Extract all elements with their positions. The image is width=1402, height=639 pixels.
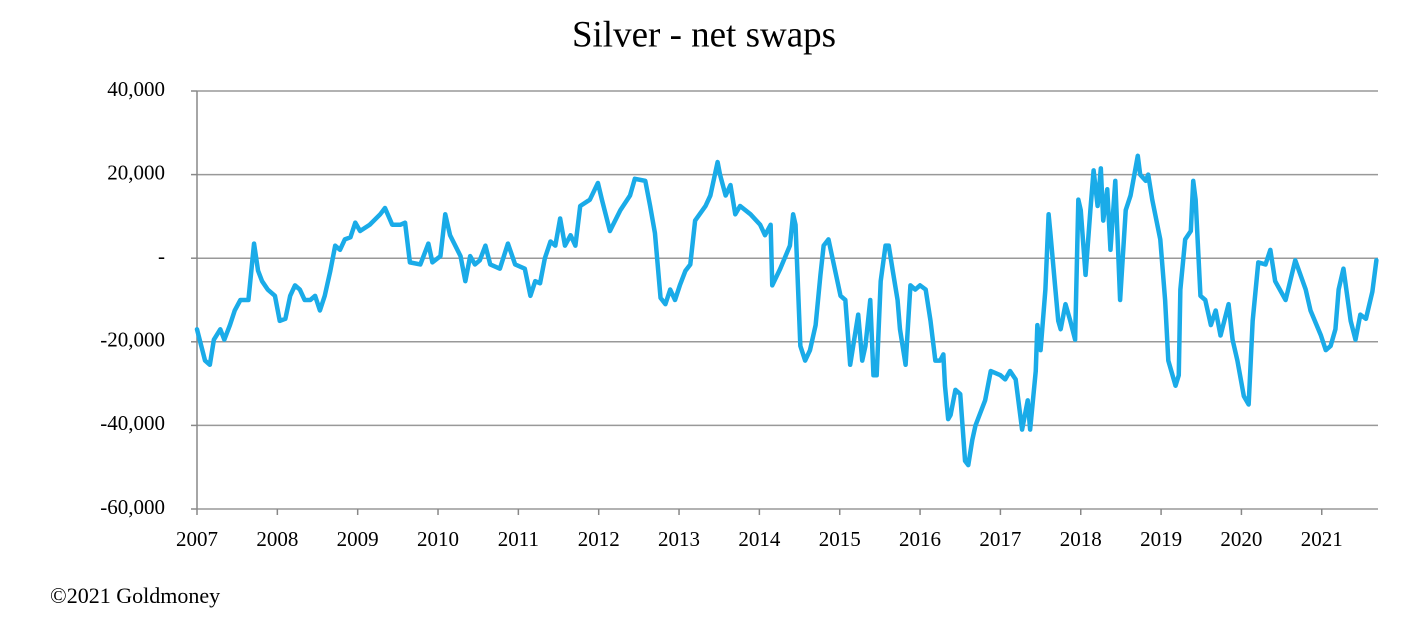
x-tick-label: 2010 xyxy=(417,527,459,551)
y-tick-label: -60,000 xyxy=(100,495,165,519)
x-tick-label: 2011 xyxy=(498,527,539,551)
x-tick-label: 2009 xyxy=(337,527,379,551)
y-tick-label: - xyxy=(158,244,165,268)
x-tick-label: 2016 xyxy=(899,527,941,551)
x-tick-label: 2021 xyxy=(1301,527,1343,551)
x-tick-label: 2008 xyxy=(256,527,298,551)
x-tick-label: 2013 xyxy=(658,527,700,551)
x-tick-label: 2012 xyxy=(578,527,620,551)
y-tick-label: 40,000 xyxy=(107,77,165,101)
data-line xyxy=(194,153,1379,468)
y-tick-label: -40,000 xyxy=(100,411,165,435)
x-tick-label: 2017 xyxy=(979,527,1021,551)
x-tick-label: 2015 xyxy=(819,527,861,551)
y-tick-label: -20,000 xyxy=(100,328,165,352)
x-tick-label: 2014 xyxy=(738,527,781,551)
x-tick-label: 2018 xyxy=(1060,527,1102,551)
x-tick-label: 2019 xyxy=(1140,527,1182,551)
y-tick-label: 20,000 xyxy=(107,160,165,184)
x-tick-label: 2007 xyxy=(176,527,218,551)
x-tick-label: 2020 xyxy=(1220,527,1262,551)
source-note: ©2021 Goldmoney xyxy=(50,583,220,608)
chart-title: Silver - net swaps xyxy=(572,14,836,55)
